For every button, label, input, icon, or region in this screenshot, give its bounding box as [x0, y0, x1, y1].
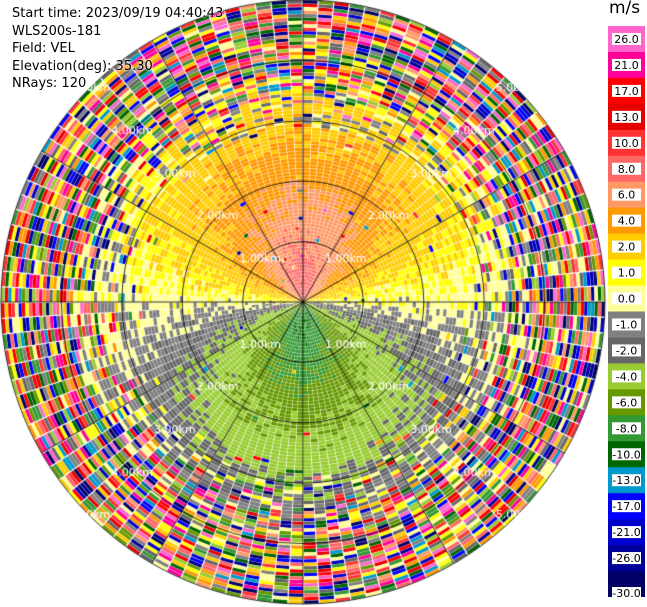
colorbar-tick-label: 0.0 [618, 293, 636, 306]
colorbar-tick-label: 26.0 [614, 33, 639, 46]
colorbar-tick-label: -30.0 [612, 587, 640, 597]
colorbar-tick-label: 21.0 [614, 59, 639, 72]
colorbar-tick-background [612, 188, 641, 201]
colorbar-tick-background [612, 448, 641, 461]
colorbar-tick-label: -6.0 [616, 396, 637, 409]
colorbar-tick-label: 13.0 [614, 111, 639, 124]
nrays-label: NRays: 120 [12, 76, 87, 91]
colorbar-tick-background [612, 84, 641, 97]
colorbar-tick-background [612, 292, 641, 305]
colorbar-tick-label: 17.0 [614, 85, 639, 98]
colorbar-tick-background [612, 58, 641, 71]
colorbar-tick-label: 10.0 [614, 137, 639, 150]
colorbar: 26.0 21.0 17.0 13.0 10.0 8.0 6.0 4.0 2.0 1.0 0.0 -1… [608, 26, 645, 597]
colorbar-tick-background [612, 214, 641, 227]
colorbar-unit-label: m/s [609, 0, 641, 18]
colorbar-tick-background [612, 552, 641, 565]
colorbar-tick-background [612, 500, 641, 513]
colorbar-tick-label: -10.0 [612, 448, 640, 461]
field-label: Field: VEL [12, 41, 75, 56]
colorbar-tick-background [612, 474, 641, 487]
colorbar-tick-background [612, 110, 641, 123]
colorbar-tick-background [612, 396, 641, 409]
colorbar-tick-label: 8.0 [618, 163, 636, 176]
colorbar-tick-label: 6.0 [618, 189, 636, 202]
colorbar-tick-background [612, 266, 641, 279]
colorbar-tick-background [612, 370, 641, 383]
plot-metadata: Start time: 2023/09/19 04:40:43 WLS200s-… [12, 5, 223, 93]
colorbar-tick-background [612, 136, 641, 149]
colorbar-tick-label: -17.0 [612, 500, 640, 513]
colorbar-tick-background [612, 162, 641, 175]
colorbar-tick-background [612, 526, 641, 539]
colorbar-tick-label: -1.0 [616, 318, 637, 331]
colorbar-tick-background [612, 318, 641, 331]
colorbar-tick-background [612, 240, 641, 253]
colorbar-tick-label: -8.0 [616, 422, 637, 435]
colorbar-tick-background [612, 587, 641, 597]
ppi-velocity-plot [0, 0, 607, 607]
colorbar-tick-label: -21.0 [612, 526, 640, 539]
instrument-label: WLS200s-181 [12, 23, 102, 39]
start-time-label: Start time: 2023/09/19 04:40:43 [12, 6, 224, 21]
colorbar-tick-label: 1.0 [618, 267, 636, 280]
colorbar-tick-label: 2.0 [618, 241, 636, 254]
colorbar-tick-background [612, 422, 641, 435]
colorbar-tick-label: -4.0 [616, 370, 637, 383]
colorbar-tick-label: 4.0 [618, 215, 636, 228]
elevation-label: Elevation(deg): 35.30 [12, 58, 153, 74]
colorbar-tick-background [612, 344, 641, 357]
colorbar-tick-background [612, 32, 641, 45]
colorbar-tick-label: -13.0 [612, 474, 640, 487]
colorbar-tick-label: -2.0 [616, 344, 637, 357]
colorbar-tick-label: -26.0 [612, 552, 640, 565]
